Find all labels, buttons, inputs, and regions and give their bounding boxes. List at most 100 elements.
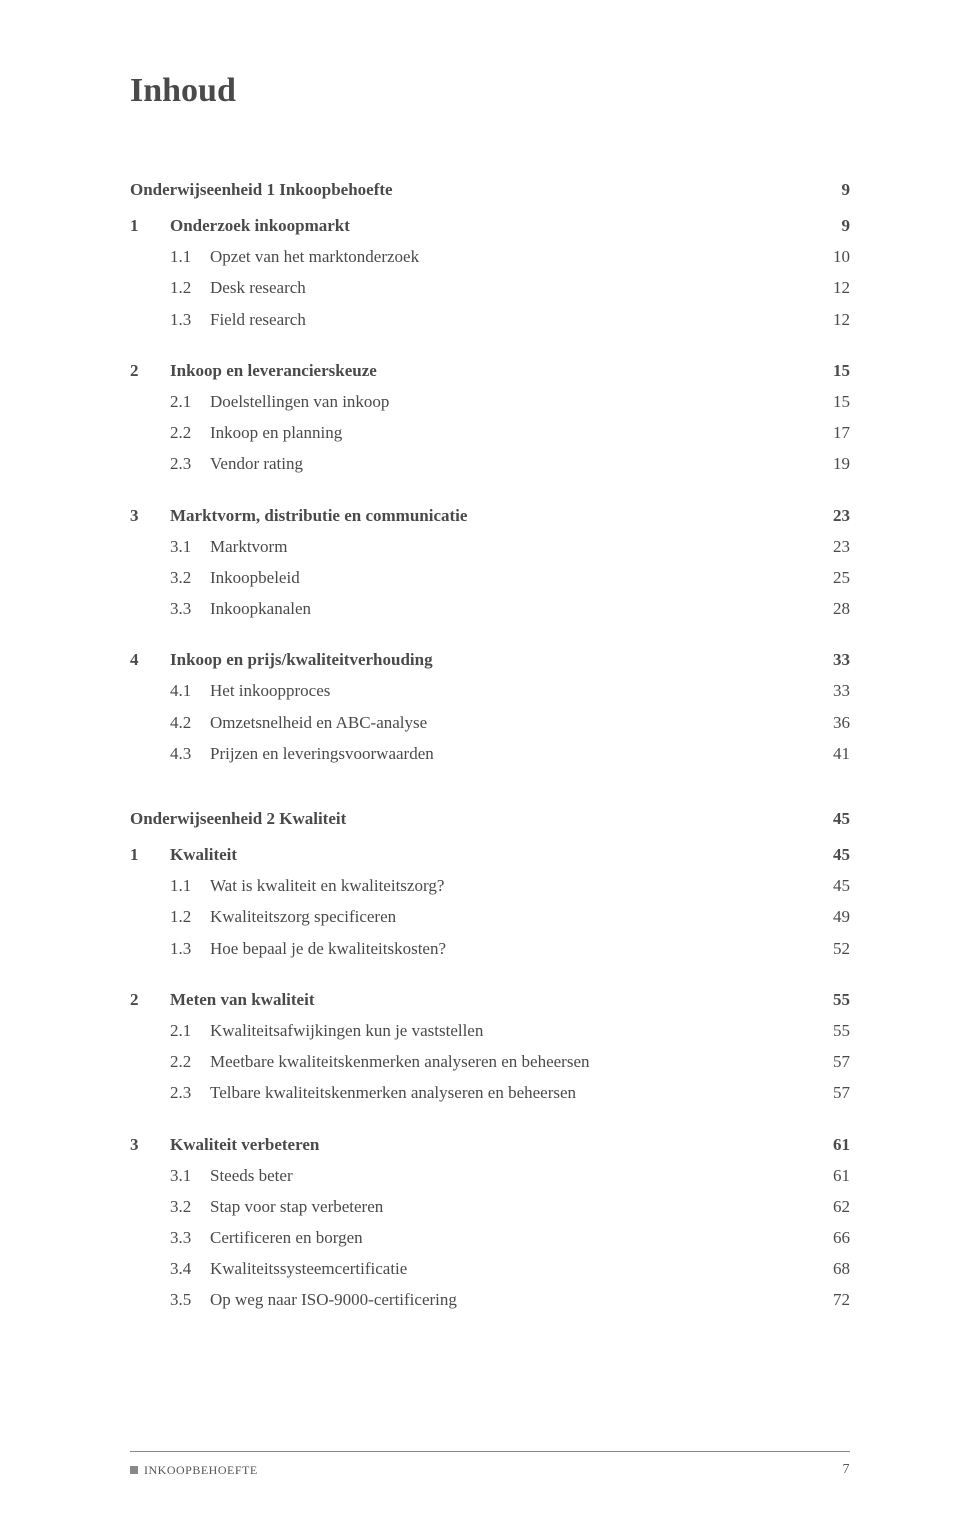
subsection-page: 57 (800, 1048, 850, 1075)
subsection-indent (130, 740, 170, 767)
subsection-number: 3.4 (170, 1255, 210, 1282)
subsection-title: Doelstellingen van inkoop (210, 388, 800, 415)
subsection-page: 12 (800, 306, 850, 333)
chapter-number: 1 (130, 841, 170, 868)
subsection-indent (130, 419, 170, 446)
chapter-row: 2Meten van kwaliteit55 (130, 986, 850, 1013)
subsection-indent (130, 533, 170, 560)
subsection-row: 3.2Stap voor stap verbeteren62 (130, 1193, 850, 1220)
subsection-row: 2.3Telbare kwaliteitskenmerken analysere… (130, 1079, 850, 1106)
subsection-number: 1.1 (170, 243, 210, 270)
subsection-page: 66 (800, 1224, 850, 1251)
subsection-title: Kwaliteitszorg specificeren (210, 903, 800, 930)
subsection-indent (130, 872, 170, 899)
chapter-block: 1Onderzoek inkoopmarkt91.1Opzet van het … (130, 212, 850, 333)
subsection-number: 1.2 (170, 903, 210, 930)
subsection-row: 2.3Vendor rating19 (130, 450, 850, 477)
subsection-indent (130, 306, 170, 333)
chapter-block: 2Meten van kwaliteit552.1Kwaliteitsafwij… (130, 986, 850, 1107)
subsection-indent (130, 564, 170, 591)
subsection-number: 4.3 (170, 740, 210, 767)
subsection-number: 3.3 (170, 1224, 210, 1251)
chapter-row: 2Inkoop en leverancierskeuze15 (130, 357, 850, 384)
subsection-row: 1.1Wat is kwaliteit en kwaliteitszorg?45 (130, 872, 850, 899)
subsection-indent (130, 677, 170, 704)
chapter-block: 4Inkoop en prijs/kwaliteitverhouding33 4.… (130, 646, 850, 767)
subsection-page: 62 (800, 1193, 850, 1220)
subsection-number: 4.2 (170, 709, 210, 736)
subsection-row: 3.2Inkoopbeleid25 (130, 564, 850, 591)
chapter-row: 4Inkoop en prijs/kwaliteitverhouding33 (130, 646, 850, 673)
subsection-row: 3.3Inkoopkanalen28 (130, 595, 850, 622)
subsection-page: 28 (800, 595, 850, 622)
subsection-page: 10 (800, 243, 850, 270)
subsection-page: 23 (800, 533, 850, 560)
page-footer: INKOOPBEHOEFTE 7 (130, 1451, 850, 1478)
subsection-indent (130, 274, 170, 301)
subsection-indent (130, 1193, 170, 1220)
subsection-page: 49 (800, 903, 850, 930)
subsection-page: 41 (800, 740, 850, 767)
subsection-page: 36 (800, 709, 850, 736)
chapter-number: 4 (130, 646, 170, 673)
subsection-row: 1.3Hoe bepaal je de kwaliteitskosten?52 (130, 935, 850, 962)
subsection-number: 3.2 (170, 564, 210, 591)
subsection-indent (130, 935, 170, 962)
footer-label: INKOOPBEHOEFTE (144, 1463, 258, 1478)
subsection-row: 3.1Steeds beter61 (130, 1162, 850, 1189)
subsection-title: Op weg naar ISO-9000-certificering (210, 1286, 800, 1313)
subsection-title: Hoe bepaal je de kwaliteitskosten? (210, 935, 800, 962)
subsection-row: 3.1Marktvorm23 (130, 533, 850, 560)
chapter-block: 3Marktvorm, distributie en communicatie2… (130, 502, 850, 623)
subsection-row: 1.2Kwaliteitszorg specificeren49 (130, 903, 850, 930)
subsection-title: Inkoopkanalen (210, 595, 800, 622)
subsection-page: 12 (800, 274, 850, 301)
subsection-number: 3.1 (170, 533, 210, 560)
unit-heading-page: 45 (800, 809, 850, 829)
subsection-page: 57 (800, 1079, 850, 1106)
subsection-title: Stap voor stap verbeteren (210, 1193, 800, 1220)
subsection-title: Kwaliteitsafwijkingen kun je vaststellen (210, 1017, 800, 1044)
subsection-number: 1.3 (170, 935, 210, 962)
subsection-page: 25 (800, 564, 850, 591)
subsection-page: 52 (800, 935, 850, 962)
subsection-number: 2.1 (170, 388, 210, 415)
chapter-title: Onderzoek inkoopmarkt (170, 212, 800, 239)
subsection-row: 2.2Inkoop en planning17 (130, 419, 850, 446)
unit-heading: Onderwijseenheid 1 Inkoopbehoefte9 (130, 180, 850, 200)
subsection-row: 1.1Opzet van het marktonderzoek10 (130, 243, 850, 270)
unit-heading-label: Onderwijseenheid 2 Kwaliteit (130, 809, 346, 829)
subsection-page: 45 (800, 872, 850, 899)
chapter-page: 15 (800, 357, 850, 384)
subsection-title: Steeds beter (210, 1162, 800, 1189)
subsection-indent (130, 1224, 170, 1251)
table-of-contents: Onderwijseenheid 1 Inkoopbehoefte91Onder… (130, 180, 850, 1314)
subsection-page: 68 (800, 1255, 850, 1282)
subsection-title: Opzet van het marktonderzoek (210, 243, 800, 270)
subsection-indent (130, 1079, 170, 1106)
footer-left: INKOOPBEHOEFTE (130, 1462, 258, 1478)
chapter-page: 33 (800, 646, 850, 673)
chapter-page: 61 (800, 1131, 850, 1158)
footer-page-number: 7 (843, 1462, 851, 1478)
subsection-row: 4.1Het inkoopproces33 (130, 677, 850, 704)
subsection-row: 2.1Doelstellingen van inkoop15 (130, 388, 850, 415)
chapter-title: Kwaliteit verbeteren (170, 1131, 800, 1158)
chapter-block: 3Kwaliteit verbeteren613.1Steeds beter61… (130, 1131, 850, 1314)
square-icon (130, 1466, 138, 1474)
subsection-indent (130, 595, 170, 622)
subsection-number: 2.2 (170, 419, 210, 446)
subsection-indent (130, 1255, 170, 1282)
subsection-indent (130, 1162, 170, 1189)
subsection-title: Omzetsnelheid en ABC-analyse (210, 709, 800, 736)
subsection-row: 3.3Certificeren en borgen66 (130, 1224, 850, 1251)
subsection-page: 61 (800, 1162, 850, 1189)
subsection-page: 19 (800, 450, 850, 477)
subsection-title: Inkoop en planning (210, 419, 800, 446)
subsection-title: Het inkoopproces (210, 677, 800, 704)
chapter-block: 2Inkoop en leverancierskeuze15 2.1Doelste… (130, 357, 850, 478)
chapter-title: Meten van kwaliteit (170, 986, 800, 1013)
chapter-title: Marktvorm, distributie en communicatie (170, 502, 800, 529)
unit-heading-page: 9 (800, 180, 850, 200)
subsection-title: Prijzen en leveringsvoorwaarden (210, 740, 800, 767)
